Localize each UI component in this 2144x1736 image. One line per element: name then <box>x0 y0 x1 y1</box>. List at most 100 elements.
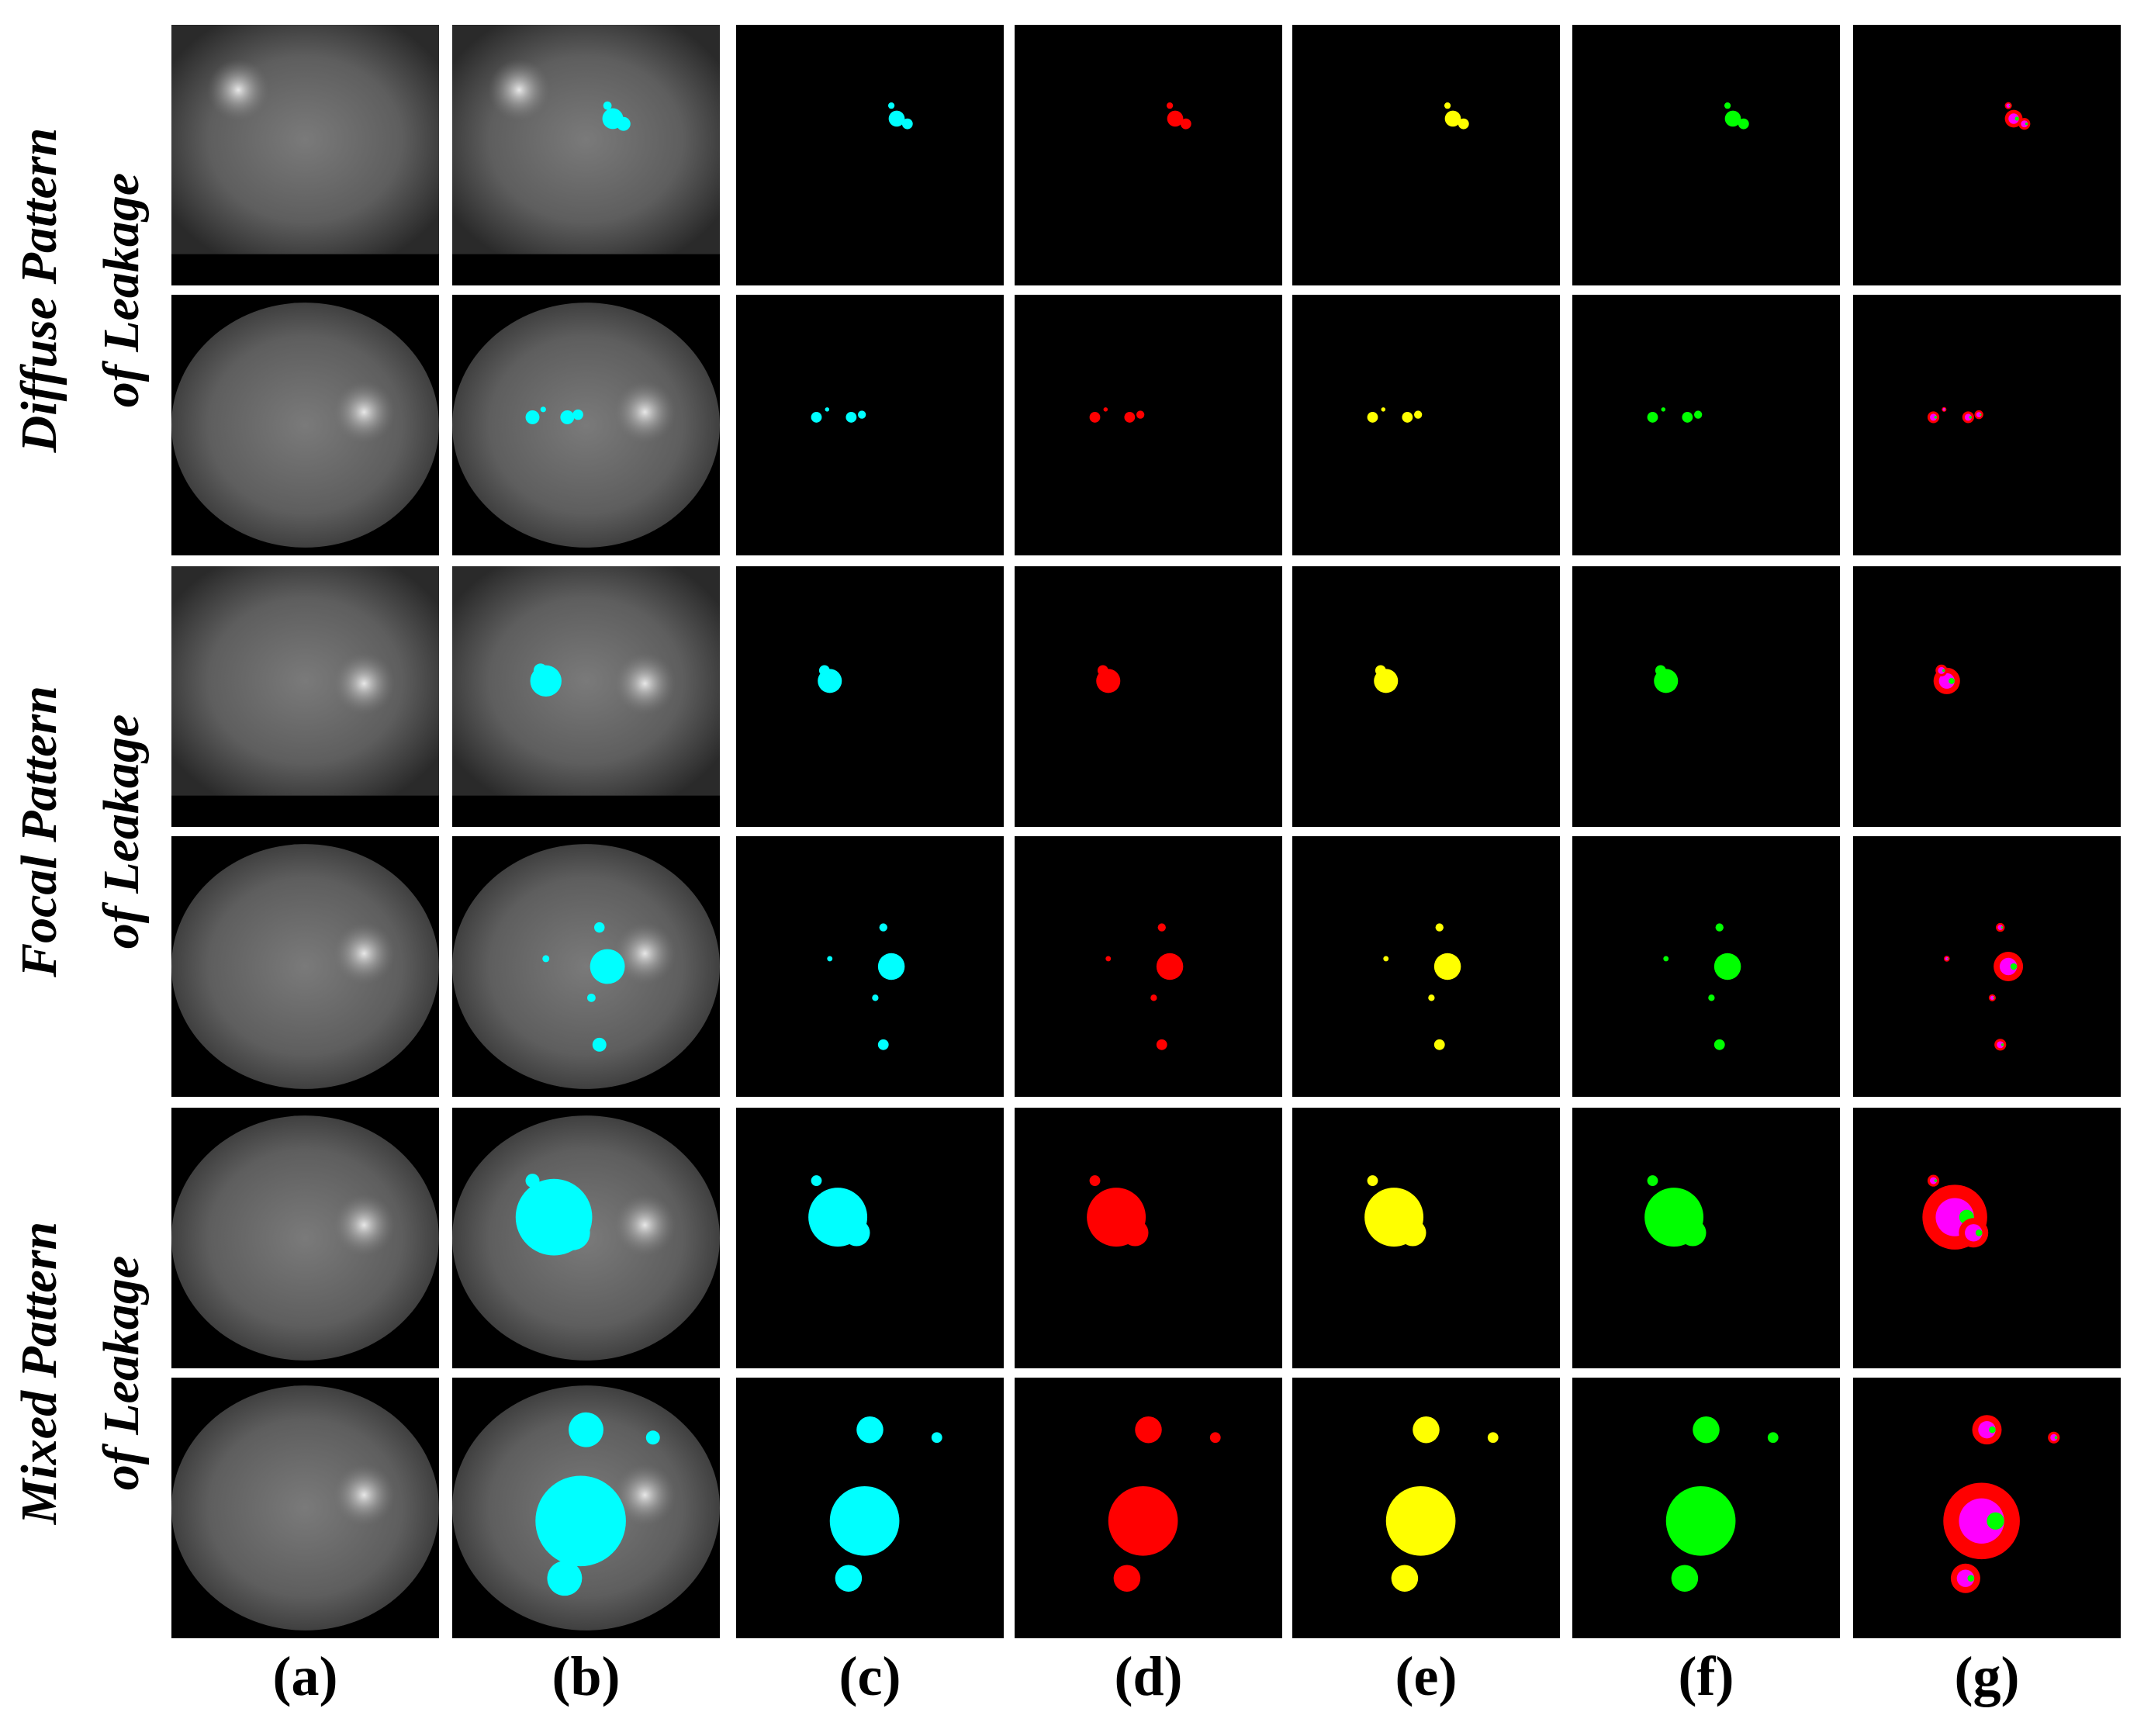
lesion <box>594 922 605 933</box>
lesion <box>1105 956 1112 962</box>
lesion <box>1108 1485 1178 1556</box>
image-panel <box>1292 1378 1560 1638</box>
column-label: (b) <box>552 1645 621 1707</box>
lesion <box>616 116 631 131</box>
lesion <box>879 923 887 932</box>
row-label: of Leakage <box>93 1256 150 1490</box>
lesion <box>825 407 830 412</box>
image-panel <box>1572 1378 1840 1638</box>
lesion <box>1942 408 1946 411</box>
image-panel <box>1572 1108 1840 1368</box>
fundus <box>171 303 439 548</box>
image-panel <box>171 836 439 1097</box>
image-panel <box>1853 1108 2121 1368</box>
optic-disc <box>207 59 270 121</box>
image-panel <box>1015 1108 1282 1368</box>
column-label: (d) <box>1115 1645 1183 1707</box>
lesion <box>2054 1436 2058 1440</box>
lesion <box>1209 1432 1221 1444</box>
lesion <box>1367 1175 1378 1186</box>
panel-bg <box>1853 566 2121 827</box>
lesion <box>1661 407 1666 412</box>
lesion <box>1713 1039 1725 1050</box>
panel-bg <box>736 295 1004 555</box>
optic-disc <box>333 922 396 985</box>
lesion <box>1967 1575 1975 1582</box>
panel-bg <box>1572 1108 1840 1368</box>
image-panel <box>171 1108 439 1368</box>
image-panel <box>1572 836 1840 1097</box>
lesion <box>845 412 857 423</box>
lesion <box>1671 1565 1699 1592</box>
lesion <box>1965 1224 1983 1242</box>
lesion <box>1665 1485 1736 1556</box>
lesion <box>1930 1177 1937 1184</box>
lesion <box>1682 412 1693 423</box>
panel-bg <box>1015 295 1282 555</box>
image-panel <box>736 566 1004 827</box>
lesion <box>2014 116 2019 121</box>
image-panel <box>171 25 439 285</box>
lesion <box>1693 410 1703 419</box>
lesion <box>1993 997 1995 999</box>
lesion <box>1166 102 1174 109</box>
lesion <box>901 118 913 130</box>
lesion <box>592 1037 607 1052</box>
lesion <box>1959 1498 2004 1544</box>
lesion <box>1956 1569 1975 1587</box>
image-panel <box>1853 1378 2121 1638</box>
lesion <box>877 1039 889 1050</box>
column-label: (c) <box>839 1645 901 1707</box>
panel-bg <box>1292 1108 1560 1368</box>
lesion <box>535 1475 626 1567</box>
lesion <box>1693 1416 1720 1444</box>
image-panel <box>1572 25 1840 285</box>
lesion <box>1997 925 2004 930</box>
lesion <box>856 1416 884 1444</box>
lesion <box>1949 677 1955 684</box>
lesion <box>533 663 548 678</box>
lesion <box>1713 953 1741 980</box>
fundus <box>452 844 720 1089</box>
optic-disc <box>614 922 676 985</box>
lesion <box>1979 413 1982 416</box>
lesion <box>1180 118 1191 130</box>
lesion <box>1385 1485 1456 1556</box>
lesion <box>2008 105 2011 107</box>
image-panel <box>1015 25 1282 285</box>
panel-bg <box>736 566 1004 827</box>
lesion <box>1383 956 1389 962</box>
lesion <box>1113 1565 1141 1592</box>
fundus <box>452 25 720 254</box>
lesion <box>1402 412 1413 423</box>
lesion <box>843 1219 870 1247</box>
lesion <box>2050 1433 2058 1441</box>
lesion <box>1990 995 1995 1001</box>
lesion <box>542 955 550 963</box>
panel-bg <box>1292 566 1560 827</box>
image-panel <box>1853 566 2121 827</box>
column-label: (e) <box>1395 1645 1458 1707</box>
lesion <box>1679 1219 1707 1247</box>
lesion <box>1122 1219 1149 1247</box>
row-label: Mixed Pattern <box>11 1222 67 1526</box>
lesion <box>2006 103 2011 108</box>
lesion <box>887 102 895 109</box>
image-panel <box>1572 566 1840 827</box>
image-panel <box>452 566 720 827</box>
lesion <box>1089 412 1101 423</box>
lesion <box>1487 1432 1499 1444</box>
image-panel <box>1292 1108 1560 1368</box>
image-panel <box>736 25 1004 285</box>
lesion <box>1433 1039 1445 1050</box>
lesion <box>1647 1175 1658 1186</box>
lesion <box>560 410 575 424</box>
image-panel <box>1853 25 2121 285</box>
lesion <box>1089 1175 1101 1186</box>
lesion <box>1435 923 1444 932</box>
lesion <box>2021 120 2028 128</box>
row-label: of Leakage <box>93 714 150 949</box>
panel-bg <box>1572 295 1840 555</box>
lesion <box>1391 1565 1419 1592</box>
lesion <box>1947 958 1949 960</box>
